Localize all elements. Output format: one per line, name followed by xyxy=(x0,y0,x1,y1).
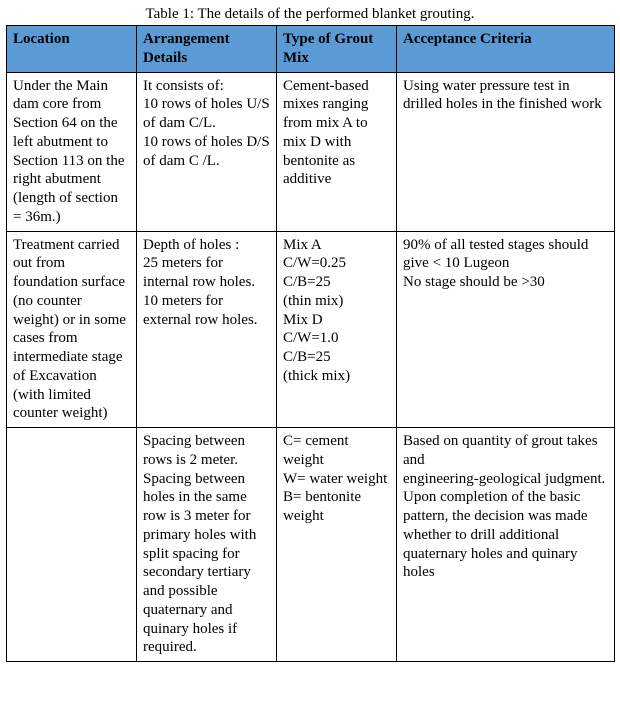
table-caption: Table 1: The details of the performed bl… xyxy=(6,6,614,23)
table-cell: Spacing between rows is 2 meter. Spacing… xyxy=(137,428,277,662)
table-cell: Mix A C/W=0.25 C/B=25 (thin mix) Mix D C… xyxy=(277,231,397,428)
table-cell: Using water pressure test in drilled hol… xyxy=(397,72,615,231)
table-cell: Cement-based mixes ranging from mix A to… xyxy=(277,72,397,231)
table-row: Spacing between rows is 2 meter. Spacing… xyxy=(7,428,615,662)
table-cell: Depth of holes : 25 meters for internal … xyxy=(137,231,277,428)
column-header: Type of Grout Mix xyxy=(277,26,397,73)
table-row: Treatment carried out from foundation su… xyxy=(7,231,615,428)
table-cell: Based on quantity of grout takes and eng… xyxy=(397,428,615,662)
table-cell: Treatment carried out from foundation su… xyxy=(7,231,137,428)
table-body: Under the Main dam core from Section 64 … xyxy=(7,72,615,662)
table-cell: Under the Main dam core from Section 64 … xyxy=(7,72,137,231)
table-cell: It consists of: 10 rows of holes U/S of … xyxy=(137,72,277,231)
column-header: Location xyxy=(7,26,137,73)
table-header-row: LocationArrangement DetailsType of Grout… xyxy=(7,26,615,73)
column-header: Arrangement Details xyxy=(137,26,277,73)
column-header: Acceptance Criteria xyxy=(397,26,615,73)
table-cell xyxy=(7,428,137,662)
table-cell: 90% of all tested stages should give < 1… xyxy=(397,231,615,428)
grouting-details-table: LocationArrangement DetailsType of Grout… xyxy=(6,25,615,662)
table-row: Under the Main dam core from Section 64 … xyxy=(7,72,615,231)
table-cell: C= cement weight W= water weight B= bent… xyxy=(277,428,397,662)
